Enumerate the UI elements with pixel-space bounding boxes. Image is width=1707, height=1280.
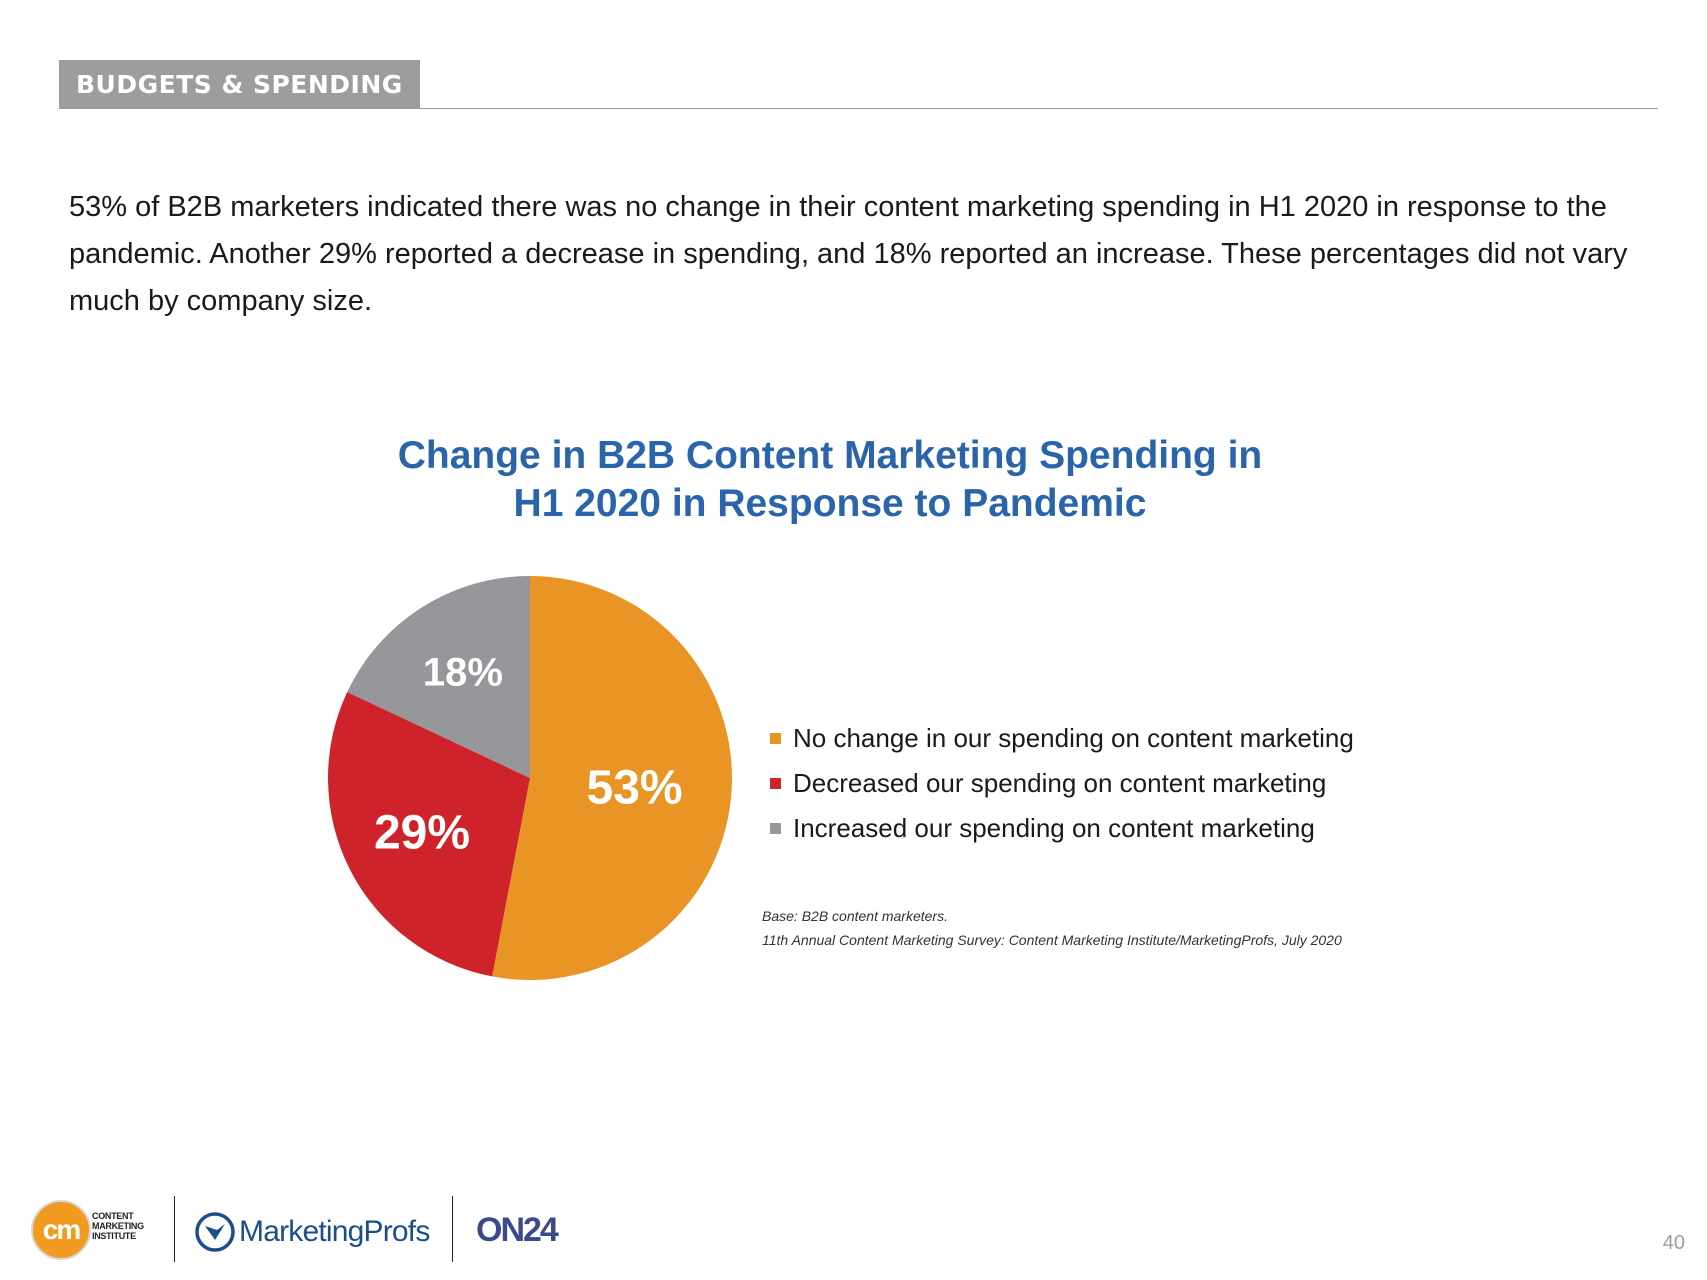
pie-chart: 53% 29% 18% (327, 576, 733, 980)
marketingprofs-logo: MarketingProfs (195, 1210, 430, 1254)
marketingprofs-logo-icon (195, 1212, 235, 1252)
legend-swatch (770, 823, 781, 834)
intro-paragraph: 53% of B2B marketers indicated there was… (69, 191, 1628, 317)
on24-logo: ON24 (476, 1211, 559, 1249)
cmi-logo: cm CONTENT MARKETING INSTITUTE (30, 1199, 150, 1260)
footer-divider-2 (452, 1196, 453, 1262)
legend-label: No change in our spending on content mar… (793, 723, 1354, 753)
legend-label: Decreased our spending on content market… (793, 768, 1327, 798)
slice-no-change (492, 576, 733, 980)
chart-title-line2: H1 2020 in Response to Pandemic (513, 482, 1147, 525)
chart-title: Change in B2B Content Marketing Spending… (280, 432, 1380, 528)
page-number: 40 (1662, 1232, 1685, 1254)
cmi-logo-glyph: cm (43, 1214, 81, 1245)
chart-title-line1: Change in B2B Content Marketing Spending… (397, 434, 1263, 477)
cmi-logo-text: CONTENT MARKETING INSTITUTE (92, 1211, 144, 1241)
footer-divider-1 (174, 1196, 175, 1262)
source-notes: Base: B2B content marketers. 11th Annual… (762, 904, 1342, 952)
slice-label-decreased: 29% (374, 807, 470, 860)
chart-legend: No change in our spending on content mar… (770, 716, 1354, 851)
section-tag: BUDGETS & SPENDING (59, 60, 420, 109)
legend-item-decreased: Decreased our spending on content market… (770, 761, 1354, 806)
cmi-logo-mark: cm (31, 1200, 91, 1260)
slice-label-increased: 18% (423, 650, 503, 694)
marketingprofs-logo-text: MarketingProfs (239, 1215, 430, 1248)
legend-label: Increased our spending on content market… (793, 813, 1315, 843)
source-base: Base: B2B content marketers. (762, 908, 948, 924)
slice-decreased (327, 691, 530, 977)
source-citation: 11th Annual Content Marketing Survey: Co… (762, 932, 1342, 948)
header-rule (59, 108, 1658, 109)
legend-swatch (770, 778, 781, 789)
slice-increased (347, 576, 530, 778)
legend-item-no-change: No change in our spending on content mar… (770, 716, 1354, 761)
slice-label-no-change: 53% (587, 761, 683, 814)
legend-item-increased: Increased our spending on content market… (770, 806, 1354, 851)
legend-swatch (770, 733, 781, 744)
